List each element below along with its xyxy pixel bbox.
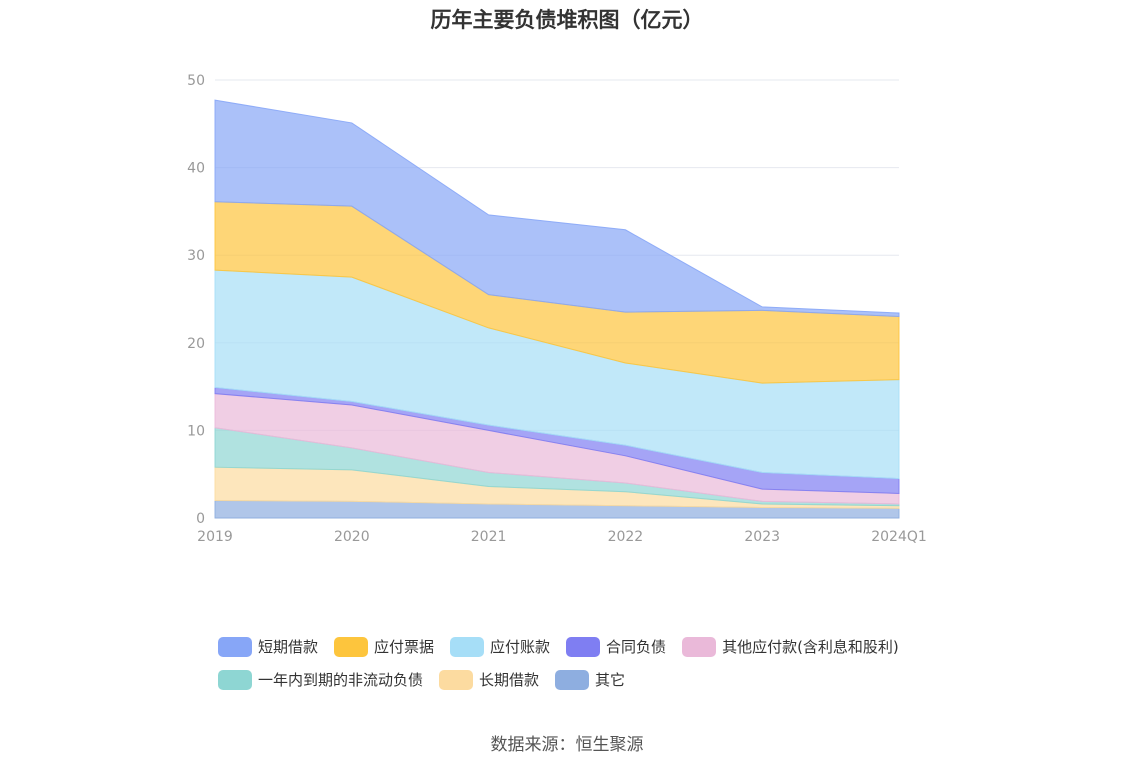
- legend-item-contract-liabilities[interactable]: 合同负债: [566, 636, 666, 657]
- x-tick-label: 2021: [471, 529, 507, 545]
- stacked-area-chart: 0 10 20 30 40 50 2019 2020 2021 2022 2023 2024Q1: [187, 73, 927, 545]
- x-tick-label: 2024Q1: [871, 529, 927, 545]
- legend-item-short-term-loans[interactable]: 短期借款: [218, 636, 318, 657]
- legend-swatch: [682, 636, 717, 657]
- y-tick-label: 10: [187, 423, 205, 439]
- y-tick-label: 40: [187, 161, 205, 177]
- legend-label: 短期借款: [258, 638, 319, 656]
- legend-swatch: [450, 636, 485, 657]
- y-tick-label: 0: [196, 511, 205, 527]
- area-series[interactable]: [214, 99, 900, 318]
- x-tick-label: 2019: [197, 529, 233, 545]
- legend-swatch: [334, 636, 369, 657]
- legend-item-long-term-loans[interactable]: 长期借款: [439, 669, 539, 690]
- y-tick-label: 50: [187, 73, 205, 89]
- legend-swatch: [218, 636, 252, 657]
- data-source: 数据来源：恒生聚源: [490, 735, 644, 755]
- legend-label: 其它: [595, 671, 626, 689]
- legend-item-current-portion-noncurrent[interactable]: 一年内到期的非流动负债: [218, 669, 423, 690]
- legend-label: 应付账款: [490, 638, 551, 656]
- x-tick-label: 2023: [744, 529, 780, 545]
- y-tick-label: 30: [187, 248, 205, 264]
- legend-row-1: 短期借款 应付票据 应付账款 合同负债 其他应付款(含利息和股利): [218, 630, 978, 663]
- legend-swatch: [555, 669, 590, 690]
- x-tick-label: 2020: [334, 529, 370, 545]
- chart-title: 历年主要负债堆积图（亿元）: [430, 8, 704, 32]
- legend-label: 一年内到期的非流动负债: [258, 671, 424, 689]
- legend-swatch: [439, 669, 474, 690]
- legend-item-other-payables[interactable]: 其他应付款(含利息和股利): [682, 636, 899, 657]
- x-tick-label: 2022: [608, 529, 644, 545]
- legend-label: 合同负债: [606, 638, 667, 656]
- legend-item-accounts-payable[interactable]: 应付账款: [450, 636, 550, 657]
- legend-label: 其他应付款(含利息和股利): [722, 638, 899, 656]
- legend-swatch: [566, 636, 601, 657]
- y-tick-label: 20: [187, 336, 205, 352]
- legend-label: 应付票据: [374, 638, 435, 656]
- legend: 短期借款 应付票据 应付账款 合同负债 其他应付款(含利息和股利) 一年内到期的…: [218, 630, 978, 696]
- legend-row-2: 一年内到期的非流动负债 长期借款 其它: [218, 663, 978, 696]
- legend-swatch: [218, 669, 252, 690]
- legend-item-notes-payable[interactable]: 应付票据: [334, 636, 434, 657]
- legend-label: 长期借款: [479, 671, 540, 689]
- legend-item-others[interactable]: 其它: [555, 669, 625, 690]
